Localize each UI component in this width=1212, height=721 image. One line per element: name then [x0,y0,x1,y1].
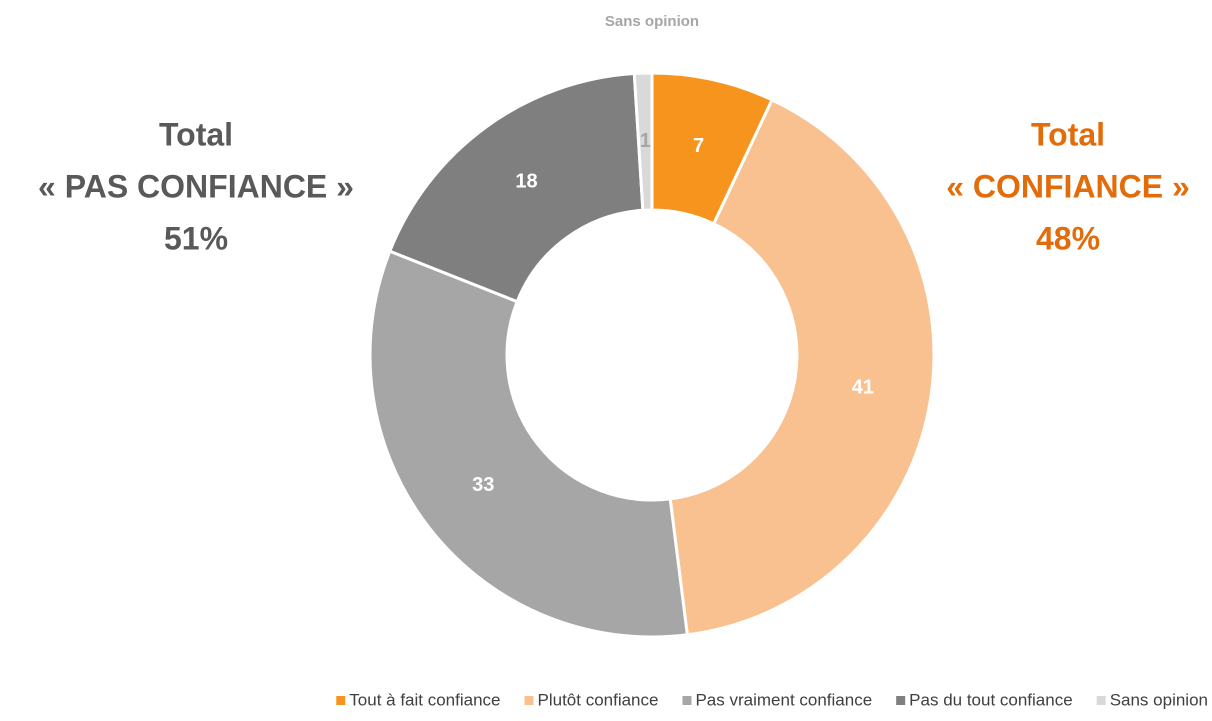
legend-swatch [1096,696,1106,705]
donut-slice [387,71,645,304]
donut-slice [632,71,654,212]
data-label: 7 [693,135,704,157]
donut-slice [668,97,936,637]
legend-label: Pas vraiment confiance [695,690,872,709]
annotation: Total [1031,116,1105,152]
legend-label: Tout à fait confiance [349,690,500,709]
data-label: 18 [515,171,537,193]
legend-label: Pas du tout confiance [909,690,1073,709]
donut-slice [368,249,690,639]
annotation: « CONFIANCE » [946,168,1190,204]
legend-label: Plutôt confiance [538,690,659,709]
legend-label: Sans opinion [1110,690,1208,709]
annotation: Sans opinion [605,13,699,30]
data-label: 1 [640,130,651,152]
legend-swatch [896,696,906,705]
annotation: 48% [1036,220,1100,256]
annotation: Total [159,116,233,152]
annotation: 51% [164,220,228,256]
annotation: « PAS CONFIANCE » [38,168,354,204]
data-label: 41 [852,377,874,399]
legend-swatch [524,696,534,705]
legend-swatch [682,696,692,705]
legend-swatch [336,696,346,705]
data-label: 33 [472,474,494,496]
